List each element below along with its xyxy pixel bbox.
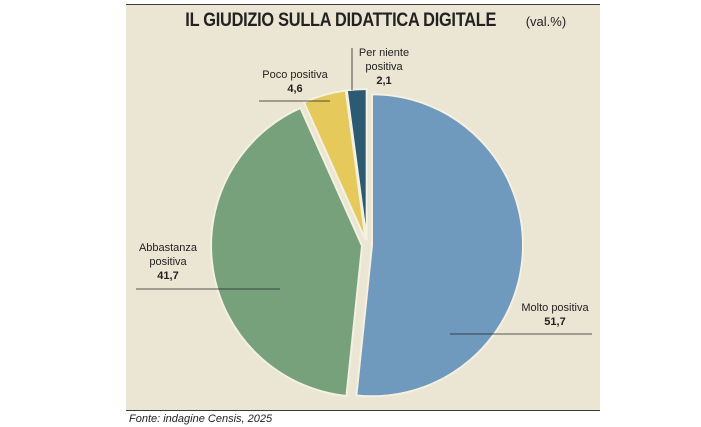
slice-per-niente-positiva	[345, 88, 368, 241]
chart-unit: (val.%)	[525, 14, 567, 29]
slice-poco-positiva	[302, 89, 367, 241]
value-per-niente-positiva: 2,1	[376, 75, 391, 87]
label-molto-positiva: Molto positiva	[521, 302, 589, 314]
label-per-niente-positiva-line1: Per niente	[359, 47, 409, 59]
label-abbastanza-positiva-line2: positiva	[149, 256, 187, 268]
label-per-niente-positiva-line2: positiva	[365, 61, 403, 73]
slice-molto-positiva	[355, 93, 524, 398]
chart-title: IL GIUDIZIO SULLA DIDATTICA DIGITALE	[185, 10, 496, 31]
chart-source: Fonte: indagine Censis, 2025	[129, 413, 273, 425]
value-poco-positiva: 4,6	[287, 83, 302, 95]
slice-abbastanza-positiva	[210, 106, 364, 398]
value-abbastanza-positiva: 41,7	[157, 270, 178, 282]
label-poco-positiva: Poco positiva	[262, 69, 328, 81]
value-molto-positiva: 51,7	[544, 316, 565, 328]
label-abbastanza-positiva-line1: Abbastanza	[139, 242, 198, 254]
chart-title-row: IL GIUDIZIO SULLA DIDATTICA DIGITALE (va…	[126, 10, 600, 32]
